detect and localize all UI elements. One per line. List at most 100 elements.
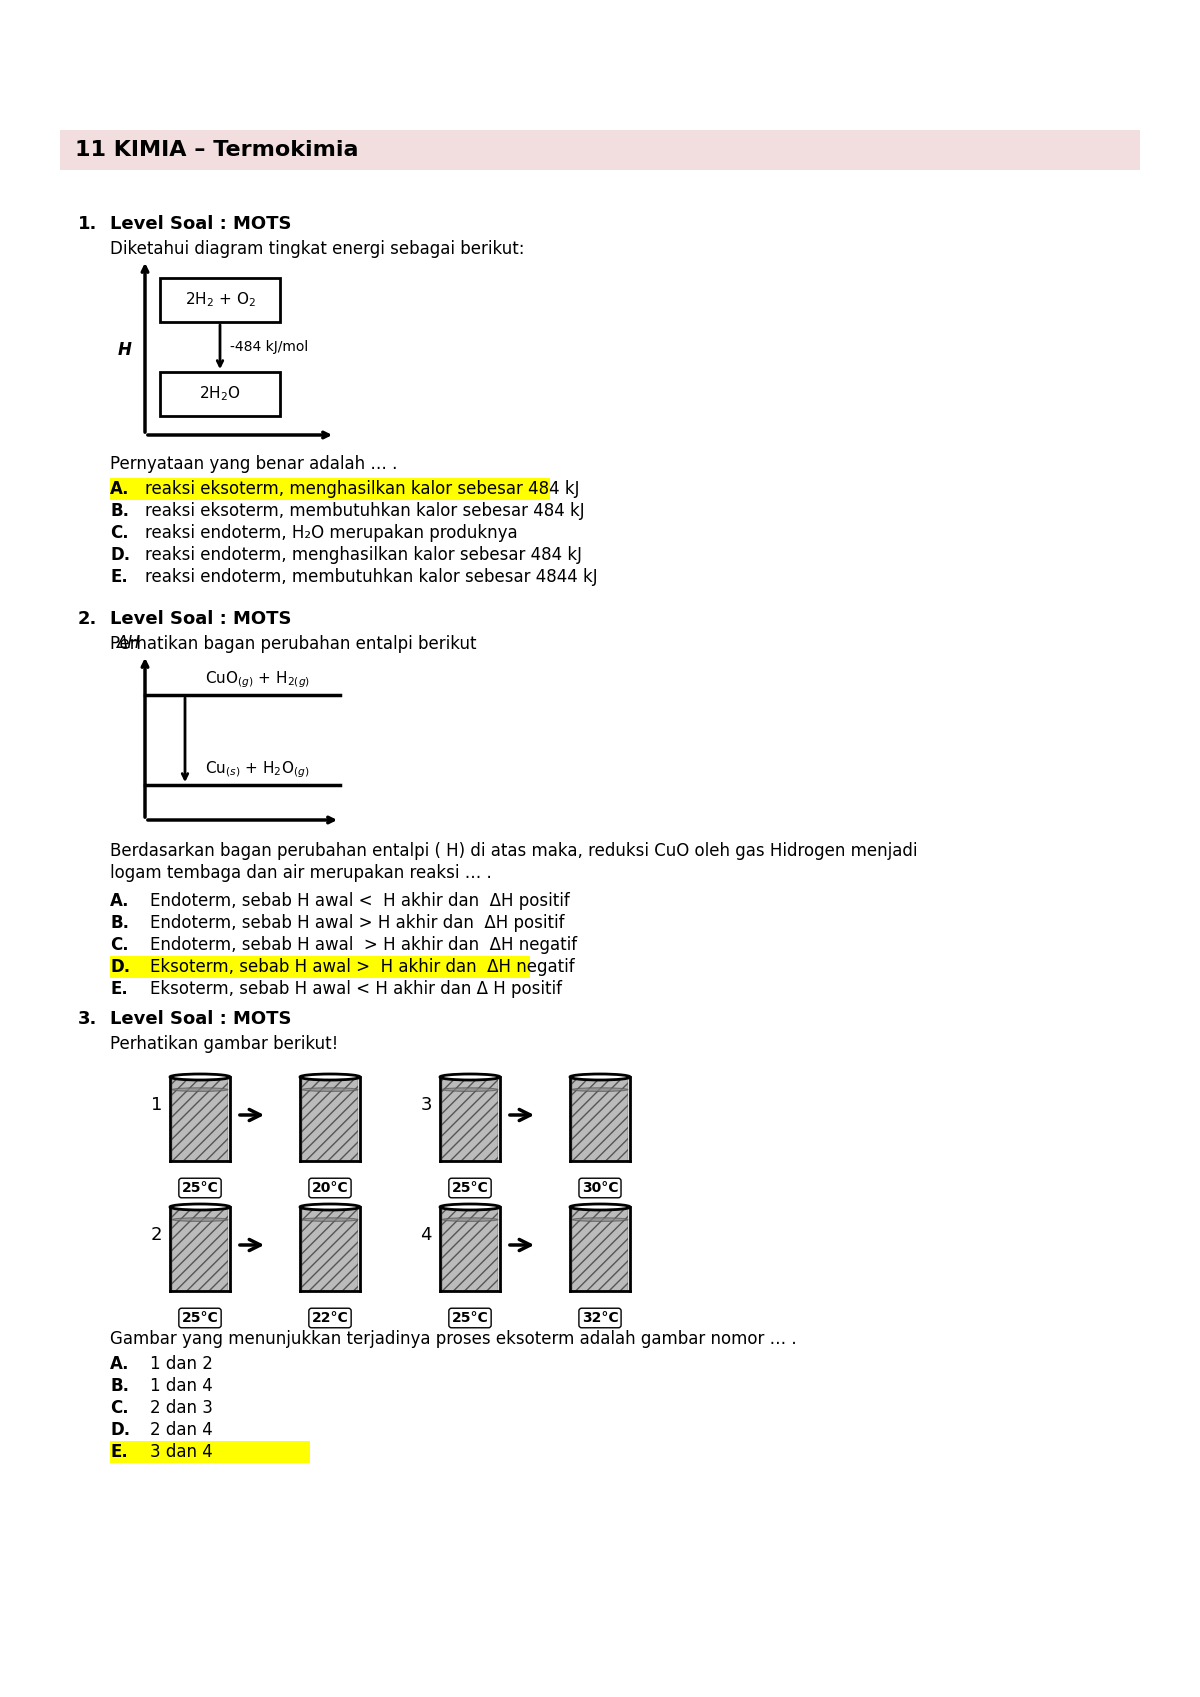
Text: A.: A. bbox=[110, 893, 130, 910]
Text: reaksi endoterm, membutuhkan kalor sebesar 4844 kJ: reaksi endoterm, membutuhkan kalor sebes… bbox=[145, 568, 598, 585]
Text: reaksi endoterm, H₂O merupakan produknya: reaksi endoterm, H₂O merupakan produknya bbox=[145, 524, 517, 541]
Text: 3 dan 4: 3 dan 4 bbox=[150, 1442, 212, 1461]
Ellipse shape bbox=[172, 1088, 228, 1091]
Bar bbox=[442, 1078, 498, 1161]
Bar bbox=[160, 372, 280, 416]
Text: 20°C: 20°C bbox=[312, 1181, 348, 1195]
Text: D.: D. bbox=[110, 959, 130, 976]
Text: 2.: 2. bbox=[78, 609, 97, 628]
Bar bbox=[302, 1207, 358, 1291]
Text: Gambar yang menunjukkan terjadinya proses eksoterm adalah gambar nomor … .: Gambar yang menunjukkan terjadinya prose… bbox=[110, 1330, 797, 1347]
Text: Endoterm, sebab H awal <  H akhir dan  ΔH positif: Endoterm, sebab H awal < H akhir dan ΔH … bbox=[150, 893, 570, 910]
Bar bbox=[172, 1078, 228, 1161]
Text: 2H$_2$O: 2H$_2$O bbox=[199, 385, 241, 404]
Text: CuO$_{(g)}$ + H$_{2(g)}$: CuO$_{(g)}$ + H$_{2(g)}$ bbox=[205, 669, 310, 691]
Text: D.: D. bbox=[110, 1420, 130, 1439]
Text: B.: B. bbox=[110, 1376, 130, 1395]
Text: reaksi eksoterm, membutuhkan kalor sebesar 484 kJ: reaksi eksoterm, membutuhkan kalor sebes… bbox=[145, 502, 584, 519]
Text: reaksi eksoterm, menghasilkan kalor sebesar 484 kJ: reaksi eksoterm, menghasilkan kalor sebe… bbox=[145, 480, 580, 497]
Text: Cu$_{(s)}$ + H$_2$O$_{(g)}$: Cu$_{(s)}$ + H$_2$O$_{(g)}$ bbox=[205, 759, 310, 781]
Ellipse shape bbox=[572, 1218, 628, 1222]
Text: 1.: 1. bbox=[78, 216, 97, 232]
Bar bbox=[442, 1207, 498, 1291]
Text: 2 dan 3: 2 dan 3 bbox=[150, 1398, 212, 1417]
Bar bbox=[572, 1078, 628, 1161]
Text: D.: D. bbox=[110, 546, 130, 563]
Bar bbox=[172, 1078, 228, 1161]
Bar bbox=[572, 1207, 628, 1291]
Ellipse shape bbox=[300, 1074, 360, 1079]
Text: 25°C: 25°C bbox=[451, 1312, 488, 1325]
Text: Level Soal : MOTS: Level Soal : MOTS bbox=[110, 609, 292, 628]
Ellipse shape bbox=[570, 1074, 630, 1079]
Text: Eksoterm, sebab H awal >  H akhir dan  ΔH negatif: Eksoterm, sebab H awal > H akhir dan ΔH … bbox=[150, 959, 575, 976]
Text: Pernyataan yang benar adalah … .: Pernyataan yang benar adalah … . bbox=[110, 455, 397, 473]
Text: 25°C: 25°C bbox=[181, 1181, 218, 1195]
Text: 25°C: 25°C bbox=[181, 1312, 218, 1325]
Text: 22°C: 22°C bbox=[312, 1312, 348, 1325]
Text: -484 kJ/mol: -484 kJ/mol bbox=[230, 339, 308, 355]
Text: Endoterm, sebab H awal > H akhir dan  ΔH positif: Endoterm, sebab H awal > H akhir dan ΔH … bbox=[150, 915, 564, 932]
Ellipse shape bbox=[302, 1218, 358, 1222]
Text: 4: 4 bbox=[420, 1225, 432, 1244]
Bar bbox=[302, 1207, 358, 1291]
Bar bbox=[172, 1207, 228, 1291]
Text: Perhatikan bagan perubahan entalpi berikut: Perhatikan bagan perubahan entalpi berik… bbox=[110, 635, 476, 653]
Bar bbox=[572, 1207, 628, 1291]
Text: E.: E. bbox=[110, 568, 127, 585]
Text: A.: A. bbox=[110, 1354, 130, 1373]
Text: 2: 2 bbox=[150, 1225, 162, 1244]
Ellipse shape bbox=[302, 1088, 358, 1091]
Ellipse shape bbox=[442, 1088, 498, 1091]
Ellipse shape bbox=[172, 1218, 228, 1222]
Text: 25°C: 25°C bbox=[451, 1181, 488, 1195]
Bar bbox=[110, 955, 530, 977]
Bar bbox=[442, 1078, 498, 1161]
Bar bbox=[110, 1441, 310, 1463]
Text: 3.: 3. bbox=[78, 1010, 97, 1028]
Bar bbox=[302, 1078, 358, 1161]
Text: reaksi endoterm, menghasilkan kalor sebesar 484 kJ: reaksi endoterm, menghasilkan kalor sebe… bbox=[145, 546, 582, 563]
Text: 2 dan 4: 2 dan 4 bbox=[150, 1420, 212, 1439]
Bar bbox=[442, 1207, 498, 1291]
Text: Berdasarkan bagan perubahan entalpi ( H) di atas maka, reduksi CuO oleh gas Hidr: Berdasarkan bagan perubahan entalpi ( H)… bbox=[110, 842, 918, 860]
Ellipse shape bbox=[442, 1218, 498, 1222]
Text: 3: 3 bbox=[420, 1096, 432, 1113]
Text: B.: B. bbox=[110, 502, 130, 519]
Ellipse shape bbox=[440, 1203, 500, 1210]
Text: 30°C: 30°C bbox=[582, 1181, 618, 1195]
Ellipse shape bbox=[170, 1203, 230, 1210]
Text: C.: C. bbox=[110, 1398, 128, 1417]
Text: Eksoterm, sebab H awal < H akhir dan Δ H positif: Eksoterm, sebab H awal < H akhir dan Δ H… bbox=[150, 979, 562, 998]
Ellipse shape bbox=[570, 1203, 630, 1210]
Ellipse shape bbox=[170, 1074, 230, 1079]
Ellipse shape bbox=[440, 1074, 500, 1079]
Bar bbox=[60, 131, 1140, 170]
Bar bbox=[572, 1078, 628, 1161]
Text: E.: E. bbox=[110, 1442, 127, 1461]
Text: Diketahui diagram tingkat energi sebagai berikut:: Diketahui diagram tingkat energi sebagai… bbox=[110, 239, 524, 258]
Text: Level Soal : MOTS: Level Soal : MOTS bbox=[110, 216, 292, 232]
Bar bbox=[172, 1207, 228, 1291]
Text: 1 dan 4: 1 dan 4 bbox=[150, 1376, 212, 1395]
Text: 2H$_2$ + O$_2$: 2H$_2$ + O$_2$ bbox=[185, 290, 256, 309]
Text: C.: C. bbox=[110, 524, 128, 541]
Bar bbox=[302, 1078, 358, 1161]
Text: A.: A. bbox=[110, 480, 130, 497]
Bar bbox=[160, 278, 280, 322]
Text: B.: B. bbox=[110, 915, 130, 932]
Text: logam tembaga dan air merupakan reaksi … .: logam tembaga dan air merupakan reaksi …… bbox=[110, 864, 492, 882]
Text: H: H bbox=[118, 341, 132, 360]
Text: Endoterm, sebab H awal  > H akhir dan  ΔH negatif: Endoterm, sebab H awal > H akhir dan ΔH … bbox=[150, 937, 577, 954]
Text: 1 dan 2: 1 dan 2 bbox=[150, 1354, 212, 1373]
Bar bbox=[110, 479, 550, 501]
Text: Level Soal : MOTS: Level Soal : MOTS bbox=[110, 1010, 292, 1028]
Text: E.: E. bbox=[110, 979, 127, 998]
Text: 1: 1 bbox=[151, 1096, 162, 1113]
Text: ΔH: ΔH bbox=[116, 635, 140, 652]
Text: Perhatikan gambar berikut!: Perhatikan gambar berikut! bbox=[110, 1035, 338, 1054]
Text: 11 KIMIA – Termokimia: 11 KIMIA – Termokimia bbox=[74, 139, 359, 160]
Ellipse shape bbox=[572, 1088, 628, 1091]
Text: C.: C. bbox=[110, 937, 128, 954]
Text: 32°C: 32°C bbox=[582, 1312, 618, 1325]
